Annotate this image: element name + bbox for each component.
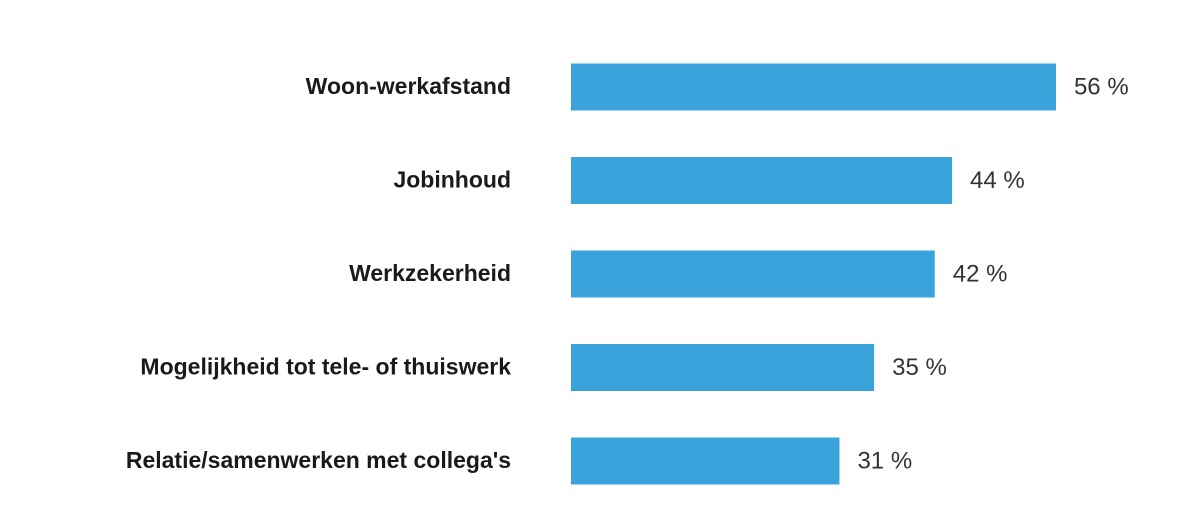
value-label: 44 % (970, 167, 1025, 194)
value-label: 35 % (892, 354, 947, 381)
value-label: 31 % (857, 447, 912, 474)
category-label: Werkzekerheid (349, 260, 511, 286)
category-label: Jobinhoud (393, 167, 511, 193)
value-label: 56 % (1074, 73, 1129, 100)
bar (571, 250, 935, 298)
category-label: Relatie/samenwerken met collega's (126, 447, 511, 473)
category-label: Woon-werkafstand (306, 73, 511, 99)
bar (571, 157, 953, 204)
bar (571, 437, 840, 485)
bar (571, 344, 875, 391)
value-label: 42 % (953, 260, 1008, 287)
category-label: Mogelijkheid tot tele- of thuiswerk (140, 354, 511, 380)
bar (571, 63, 1056, 111)
